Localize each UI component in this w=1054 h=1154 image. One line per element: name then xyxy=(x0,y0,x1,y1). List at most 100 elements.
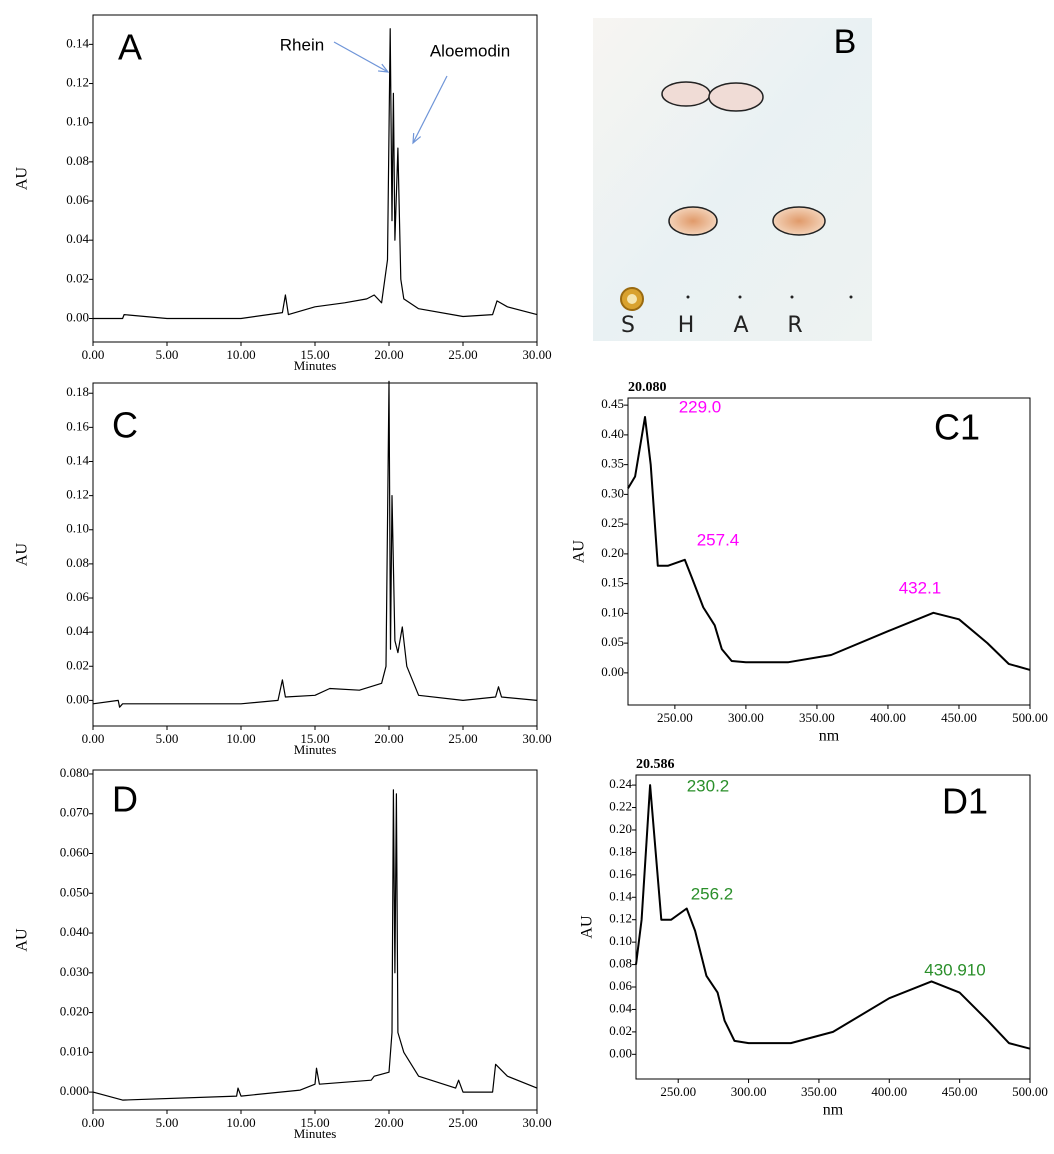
lane-label: A xyxy=(733,313,748,338)
y-tick-label: 0.15 xyxy=(601,575,624,590)
annotation: 230.2 xyxy=(687,776,730,795)
annotation: Aloemodin xyxy=(430,41,510,60)
y-tick-label: 0.00 xyxy=(66,691,89,706)
data-line xyxy=(635,784,1031,1050)
x-tick-label: 25.00 xyxy=(448,347,477,362)
y-tick-label: 0.06 xyxy=(66,589,89,604)
panel-label: C1 xyxy=(934,407,980,448)
y-tick-label: 0.20 xyxy=(601,545,624,560)
panel-label: D xyxy=(112,779,138,820)
origin-dot xyxy=(790,295,794,299)
x-tick-label: 10.00 xyxy=(226,347,255,362)
x-tick-label: 300.00 xyxy=(731,1084,767,1099)
y-tick-label: 0.08 xyxy=(66,555,89,570)
x-tick-label: 250.00 xyxy=(657,710,693,725)
y-tick-label: 0.24 xyxy=(609,776,632,791)
x-tick-label: 30.00 xyxy=(522,731,551,746)
x-tick-label: 500.00 xyxy=(1012,710,1048,725)
x-tick-label: 15.00 xyxy=(300,731,329,746)
x-tick-label: 30.00 xyxy=(522,1115,551,1130)
panel-label: A xyxy=(118,27,142,68)
y-tick-label: 0.010 xyxy=(60,1043,89,1058)
y-tick-label: 0.20 xyxy=(609,821,632,836)
x-tick-label: 15.00 xyxy=(300,347,329,362)
x-tick-label: 20.00 xyxy=(374,731,403,746)
annotation: 229.0 xyxy=(679,397,722,416)
tlc-plate: B S H A R xyxy=(593,18,872,341)
y-tick-label: 0.16 xyxy=(66,418,89,433)
spectrum-time: 20.586 xyxy=(636,757,675,772)
data-line xyxy=(92,380,538,708)
y-tick-label: 0.00 xyxy=(601,664,624,679)
x-tick-label: 20.00 xyxy=(374,1115,403,1130)
x-axis-label: nm xyxy=(819,728,840,745)
y-tick-label: 0.060 xyxy=(60,844,89,859)
x-tick-label: 400.00 xyxy=(870,710,906,725)
y-tick-label: 0.22 xyxy=(609,799,632,814)
arrow-head xyxy=(412,132,422,145)
spot xyxy=(772,206,826,236)
y-tick-label: 0.02 xyxy=(66,657,89,672)
x-tick-label: 10.00 xyxy=(226,731,255,746)
y-tick-label: 0.02 xyxy=(66,270,89,285)
y-tick-label: 0.12 xyxy=(66,487,89,502)
y-tick-label: 0.05 xyxy=(601,634,624,649)
y-tick-label: 0.45 xyxy=(601,396,624,411)
x-tick-label: 20.00 xyxy=(374,347,403,362)
x-axis-label: Minutes xyxy=(294,358,337,373)
arrow-head xyxy=(377,63,390,73)
y-tick-label: 0.08 xyxy=(66,153,89,168)
lane-label: R xyxy=(787,313,802,338)
x-tick-label: 15.00 xyxy=(300,1115,329,1130)
y-tick-label: 0.04 xyxy=(609,1000,632,1015)
panel-label: C xyxy=(112,405,138,446)
y-tick-label: 0.00 xyxy=(66,309,89,324)
y-tick-label: 0.40 xyxy=(601,426,624,441)
y-axis-label: AU xyxy=(14,543,31,567)
x-tick-label: 10.00 xyxy=(226,1115,255,1130)
spot xyxy=(661,81,711,107)
spectrum-time: 20.080 xyxy=(628,380,667,395)
panel-label: B xyxy=(834,23,857,61)
x-tick-label: 0.00 xyxy=(82,1115,105,1130)
y-tick-label: 0.25 xyxy=(601,515,624,530)
plot-frame xyxy=(92,382,538,727)
x-tick-label: 400.00 xyxy=(871,1084,907,1099)
y-tick-label: 0.00 xyxy=(609,1045,632,1060)
y-tick-label: 0.04 xyxy=(66,623,89,638)
x-tick-label: 25.00 xyxy=(448,731,477,746)
annotation: Rhein xyxy=(280,35,324,54)
plot-frame xyxy=(627,397,1031,706)
origin-dot xyxy=(738,295,742,299)
x-tick-label: 450.00 xyxy=(941,710,977,725)
x-tick-label: 5.00 xyxy=(156,1115,179,1130)
y-tick-label: 0.06 xyxy=(609,978,632,993)
annotation: 432.1 xyxy=(899,578,942,597)
y-tick-label: 0.10 xyxy=(601,604,624,619)
y-axis-label: AU xyxy=(579,915,596,939)
plot-frame xyxy=(92,14,538,343)
y-tick-label: 0.18 xyxy=(609,843,632,858)
y-tick-label: 0.14 xyxy=(609,888,632,903)
y-tick-label: 0.040 xyxy=(60,924,89,939)
y-tick-label: 0.12 xyxy=(66,75,89,90)
y-tick-label: 0.000 xyxy=(60,1083,89,1098)
y-tick-label: 0.16 xyxy=(609,866,632,881)
x-tick-label: 250.00 xyxy=(660,1084,696,1099)
y-tick-label: 0.070 xyxy=(60,805,89,820)
standard-spot-center xyxy=(627,294,637,304)
y-tick-label: 0.30 xyxy=(601,485,624,500)
x-tick-label: 500.00 xyxy=(1012,1084,1048,1099)
x-tick-label: 350.00 xyxy=(799,710,835,725)
arrow xyxy=(333,41,389,73)
y-axis-label: AU xyxy=(14,928,31,952)
y-tick-label: 0.080 xyxy=(60,765,89,780)
origin-dot xyxy=(849,295,853,299)
y-tick-label: 0.06 xyxy=(66,192,89,207)
lane-label: H xyxy=(678,313,695,338)
data-line xyxy=(92,789,538,1101)
spot xyxy=(668,206,718,236)
plot-frame xyxy=(635,774,1031,1080)
arrow xyxy=(412,75,448,144)
